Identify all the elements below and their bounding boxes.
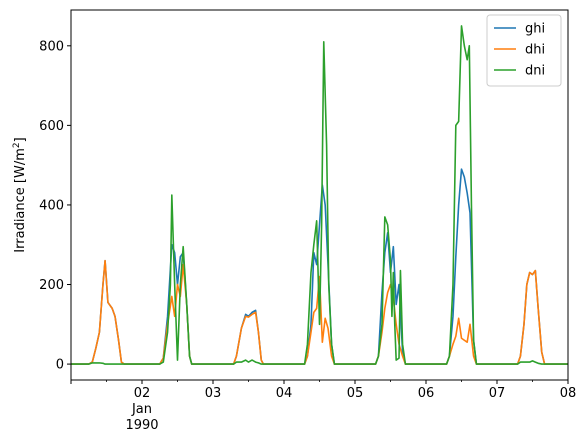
x-tick-label: 07 <box>489 386 506 401</box>
legend-box <box>486 14 562 87</box>
x-tick-label: 06 <box>418 386 435 401</box>
y-tick-label: 0 <box>56 358 64 373</box>
legend-label-ghi: ghi <box>525 22 545 37</box>
x-tick-label: 05 <box>347 386 364 401</box>
x-tick-label: 04 <box>276 386 293 401</box>
plot-frame <box>70 9 569 381</box>
x-tick-sublabel-month: Jan <box>131 402 152 417</box>
y-axis-ticks: 0 200 400 600 800 <box>39 39 71 373</box>
legend-label-dni: dni <box>525 64 545 79</box>
y-tick-label: 200 <box>39 278 64 293</box>
legend: ghi dhi dni <box>486 14 562 87</box>
x-tick-label: 08 <box>560 386 577 401</box>
x-tick-label: 03 <box>205 386 222 401</box>
legend-label-dhi: dhi <box>525 43 545 58</box>
series-layer <box>71 25 568 365</box>
x-tick-sublabel-year: 1990 <box>125 418 158 433</box>
y-tick-label: 600 <box>39 119 64 134</box>
x-tick-label: 02 <box>134 386 151 401</box>
y-axis-label: Irradiance [W/m2] <box>12 137 28 252</box>
y-tick-label: 400 <box>39 198 64 213</box>
y-tick-label: 800 <box>39 39 64 54</box>
series-line-dni <box>71 25 568 365</box>
